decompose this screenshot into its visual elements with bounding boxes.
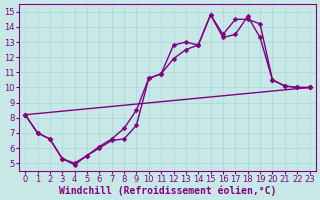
- X-axis label: Windchill (Refroidissement éolien,°C): Windchill (Refroidissement éolien,°C): [59, 185, 276, 196]
